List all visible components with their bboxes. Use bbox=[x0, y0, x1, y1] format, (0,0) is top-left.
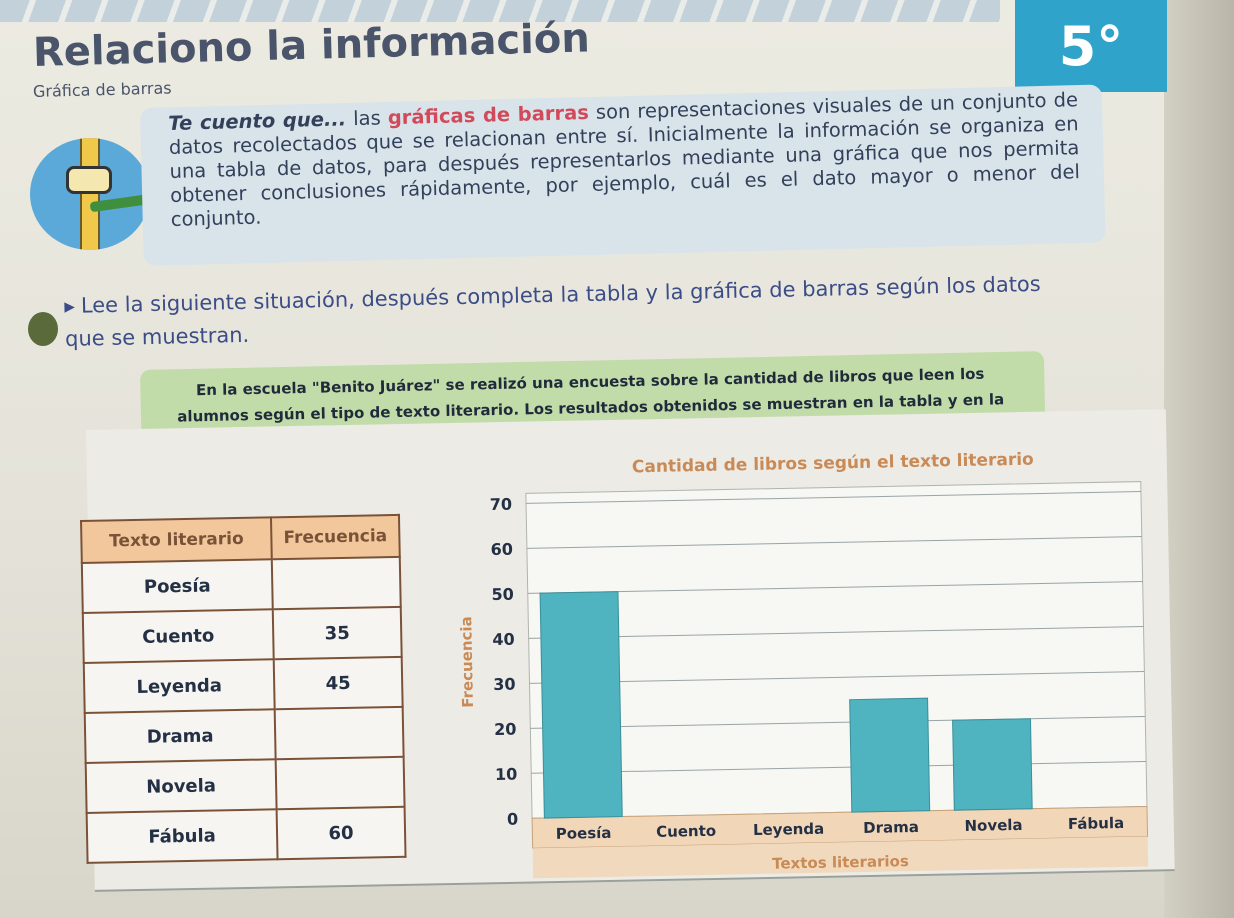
gridline bbox=[526, 491, 1141, 504]
activity-icon bbox=[28, 312, 58, 346]
bar bbox=[539, 591, 623, 819]
y-tick-label: 10 bbox=[495, 765, 518, 784]
x-tick-label: Cuento bbox=[656, 822, 716, 841]
y-tick-label: 0 bbox=[507, 810, 519, 829]
row-label: Drama bbox=[84, 709, 276, 763]
row-value-input[interactable] bbox=[275, 756, 405, 810]
table-row: Poesía bbox=[81, 556, 401, 613]
x-tick-label: Leyenda bbox=[753, 820, 825, 839]
y-axis-label: Frecuencia bbox=[457, 616, 477, 708]
y-tick-label: 70 bbox=[490, 495, 513, 514]
row-value: 45 bbox=[273, 656, 403, 710]
instruction-text: Lee la siguiente situación, después comp… bbox=[64, 271, 1041, 351]
table-row: Cuento 35 bbox=[82, 606, 402, 663]
y-tick-label: 50 bbox=[491, 585, 514, 604]
row-label: Novela bbox=[85, 759, 277, 813]
bar-chart-svg: Cantidad de libros según el texto litera… bbox=[457, 450, 1149, 885]
row-label: Fábula bbox=[86, 809, 278, 863]
bar bbox=[952, 718, 1033, 811]
instruction: ▸ Lee la siguiente situación, después com… bbox=[64, 267, 1065, 356]
gridline bbox=[530, 716, 1146, 729]
table-row: Novela bbox=[85, 756, 405, 813]
table-row: Leyenda 45 bbox=[83, 656, 403, 713]
info-pre: las bbox=[345, 106, 389, 131]
y-tick-label: 20 bbox=[494, 720, 517, 739]
x-tick-label: Fábula bbox=[1068, 814, 1125, 833]
row-label: Cuento bbox=[82, 609, 274, 663]
row-value-input[interactable] bbox=[271, 556, 401, 610]
row-value: 60 bbox=[276, 806, 406, 860]
frequency-table: Texto literario Frecuencia Poesía Cuento… bbox=[80, 513, 407, 864]
decorative-border bbox=[0, 0, 1000, 22]
gridline bbox=[528, 626, 1144, 639]
chart-title: Cantidad de libros según el texto litera… bbox=[632, 450, 1034, 478]
row-label: Poesía bbox=[81, 559, 273, 613]
info-lead: Te cuento que... bbox=[168, 107, 347, 135]
info-text: Te cuento que... las gráficas de barras … bbox=[168, 88, 1081, 232]
gridline bbox=[531, 761, 1147, 774]
page-subtitle: Gráfica de barras bbox=[32, 78, 172, 101]
table-row: Fábula 60 bbox=[86, 806, 406, 863]
gridline bbox=[526, 536, 1142, 549]
gridline bbox=[529, 671, 1145, 684]
x-tick-label: Drama bbox=[863, 818, 919, 837]
page-edge bbox=[1164, 0, 1234, 918]
x-tick-label: Novela bbox=[964, 816, 1022, 835]
gridline bbox=[527, 581, 1143, 594]
y-tick-label: 60 bbox=[490, 540, 513, 559]
row-value: 35 bbox=[272, 606, 402, 660]
bar-chart: Cantidad de libros según el texto litera… bbox=[440, 436, 1158, 885]
table-header-frequency: Frecuencia bbox=[270, 514, 400, 560]
row-label: Leyenda bbox=[83, 659, 275, 713]
y-tick-label: 30 bbox=[493, 675, 516, 694]
row-value-input[interactable] bbox=[274, 706, 404, 760]
table-header-text: Texto literario bbox=[81, 517, 272, 563]
x-tick-label: Poesía bbox=[556, 824, 612, 843]
table-row: Drama bbox=[84, 706, 404, 763]
grade-badge: 5° bbox=[1015, 0, 1167, 92]
y-tick-label: 40 bbox=[492, 630, 515, 649]
x-axis-label: Textos literarios bbox=[772, 852, 909, 873]
arrow-icon: ▸ bbox=[64, 293, 76, 318]
bar bbox=[849, 697, 931, 813]
page-title: Relaciono la información bbox=[32, 15, 591, 76]
pencil-character-icon bbox=[30, 138, 150, 250]
